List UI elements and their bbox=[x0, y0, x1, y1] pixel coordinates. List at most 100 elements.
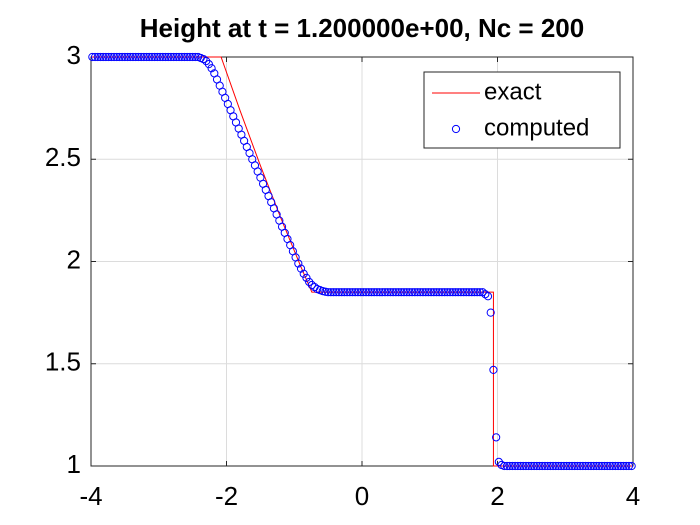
point bbox=[538, 461, 547, 471]
point bbox=[492, 433, 501, 442]
point bbox=[147, 52, 157, 62]
point bbox=[592, 461, 601, 471]
point bbox=[164, 52, 173, 62]
point bbox=[340, 288, 349, 297]
point bbox=[299, 269, 308, 278]
point bbox=[112, 52, 121, 62]
point bbox=[191, 52, 200, 62]
point bbox=[605, 461, 615, 471]
legend: exact computed bbox=[423, 71, 621, 149]
point bbox=[337, 288, 346, 297]
point bbox=[93, 52, 102, 62]
point bbox=[177, 52, 186, 62]
point bbox=[481, 290, 490, 299]
point bbox=[402, 288, 411, 297]
point bbox=[589, 461, 598, 471]
point bbox=[307, 280, 316, 290]
point bbox=[595, 461, 604, 471]
point bbox=[158, 52, 167, 62]
point bbox=[567, 461, 577, 471]
point bbox=[427, 288, 436, 297]
point bbox=[302, 273, 311, 282]
point bbox=[345, 288, 354, 297]
x-tick-label: 2 bbox=[490, 481, 504, 511]
point bbox=[391, 288, 400, 297]
y-tick-label: 2.5 bbox=[45, 142, 81, 172]
point bbox=[207, 64, 216, 73]
point bbox=[570, 461, 579, 471]
point bbox=[421, 288, 430, 297]
point bbox=[470, 288, 479, 297]
legend-label: exact bbox=[484, 78, 542, 105]
y-tick-label: 2 bbox=[67, 244, 81, 274]
point bbox=[131, 52, 140, 62]
point bbox=[389, 288, 398, 297]
point bbox=[128, 52, 138, 62]
x-tick-label: 4 bbox=[626, 481, 640, 511]
point bbox=[432, 288, 441, 297]
point bbox=[627, 461, 636, 471]
point bbox=[342, 288, 352, 297]
point bbox=[462, 288, 471, 297]
point bbox=[435, 288, 444, 297]
point bbox=[126, 52, 135, 62]
point bbox=[500, 461, 509, 471]
point bbox=[551, 461, 560, 471]
point bbox=[101, 52, 111, 62]
point bbox=[378, 288, 387, 297]
point bbox=[294, 259, 303, 268]
y-tick-label: 3 bbox=[67, 40, 81, 70]
point bbox=[524, 461, 533, 471]
chart-title: Height at t = 1.200000e+00, Nc = 200 bbox=[140, 13, 584, 43]
point bbox=[489, 365, 498, 374]
point bbox=[616, 461, 625, 471]
point bbox=[445, 288, 455, 297]
point bbox=[120, 52, 129, 62]
y-tick-label: 1 bbox=[67, 449, 81, 479]
point bbox=[508, 461, 517, 471]
point bbox=[359, 288, 368, 297]
point bbox=[459, 288, 468, 297]
point bbox=[185, 52, 195, 62]
point bbox=[527, 461, 536, 471]
point bbox=[356, 288, 365, 297]
point bbox=[353, 288, 363, 297]
point bbox=[172, 52, 181, 62]
point bbox=[161, 52, 170, 62]
point bbox=[416, 288, 425, 297]
point bbox=[137, 52, 146, 62]
point bbox=[375, 288, 384, 297]
point bbox=[467, 288, 476, 297]
point bbox=[413, 288, 422, 297]
point bbox=[383, 288, 392, 297]
point bbox=[516, 461, 525, 471]
point bbox=[115, 52, 124, 62]
point bbox=[543, 461, 552, 471]
point bbox=[622, 461, 631, 471]
point bbox=[156, 52, 165, 62]
point bbox=[367, 288, 376, 297]
point bbox=[107, 52, 116, 62]
point bbox=[529, 461, 539, 471]
point bbox=[513, 461, 522, 471]
point bbox=[321, 287, 330, 296]
point bbox=[486, 308, 495, 317]
legend-marker bbox=[451, 124, 461, 134]
x-tick-label: 0 bbox=[355, 481, 369, 511]
point bbox=[99, 52, 108, 62]
x-tick-label: -4 bbox=[79, 481, 102, 511]
point bbox=[519, 461, 528, 471]
point bbox=[584, 461, 593, 471]
point bbox=[408, 288, 417, 297]
point bbox=[611, 461, 620, 471]
point bbox=[351, 288, 360, 297]
point bbox=[603, 461, 612, 471]
point bbox=[142, 52, 151, 62]
point bbox=[183, 52, 192, 62]
point bbox=[370, 288, 379, 297]
point bbox=[576, 461, 585, 471]
point bbox=[405, 288, 414, 297]
point bbox=[153, 52, 162, 62]
point bbox=[145, 52, 154, 62]
